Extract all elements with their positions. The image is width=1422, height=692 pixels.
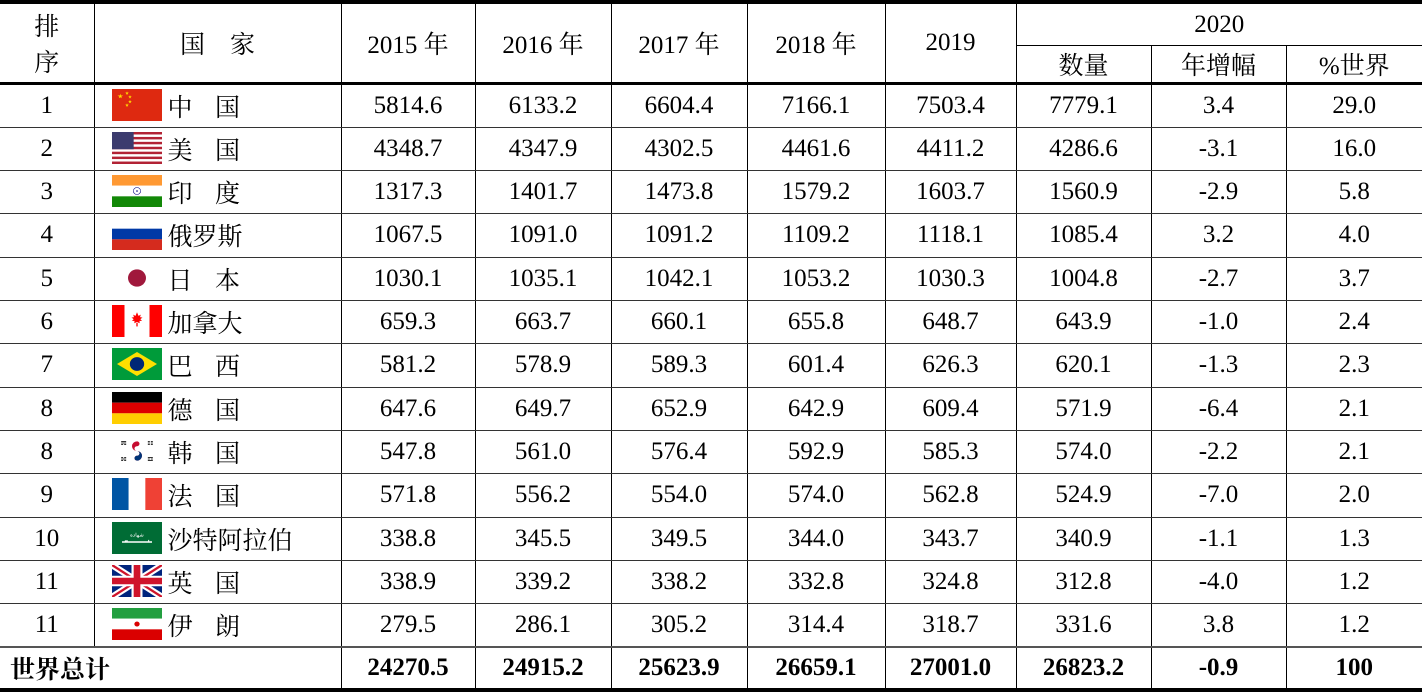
svg-text:شهادة: شهادة <box>130 532 144 538</box>
